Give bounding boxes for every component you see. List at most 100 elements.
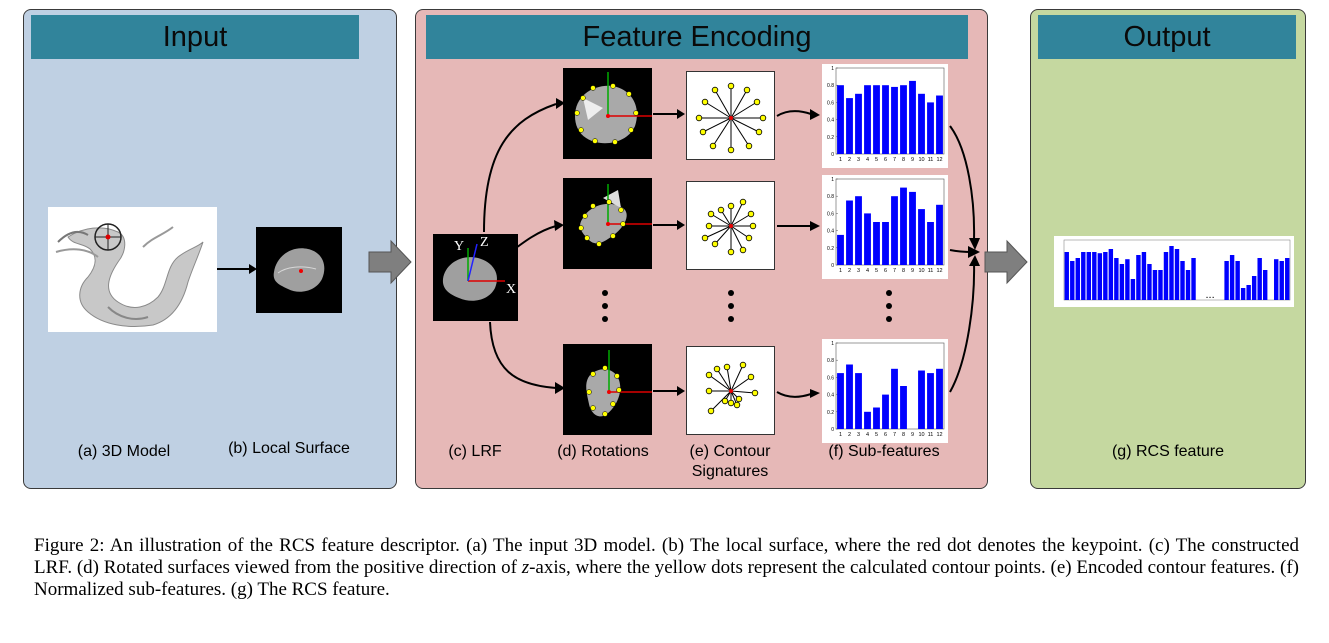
bar bbox=[1235, 261, 1240, 300]
x-tick-label: 5 bbox=[875, 157, 878, 163]
bar bbox=[846, 200, 853, 265]
bar bbox=[1075, 258, 1080, 300]
arrow-d-to-e-2 bbox=[653, 220, 685, 230]
x-tick-label: 10 bbox=[918, 432, 924, 438]
x-tick-label: 2 bbox=[848, 268, 851, 274]
x-tick-label: 10 bbox=[918, 157, 924, 163]
contour-signature-n bbox=[686, 346, 775, 435]
bar bbox=[1152, 270, 1158, 300]
arrow-e-to-f-n bbox=[776, 389, 820, 398]
bar bbox=[864, 411, 871, 429]
bar bbox=[900, 386, 907, 429]
bar bbox=[864, 213, 871, 265]
bar bbox=[882, 85, 889, 154]
bar bbox=[918, 93, 925, 154]
arrow-a-to-b bbox=[217, 264, 257, 274]
label-signatures: Signatures bbox=[691, 463, 769, 480]
bar bbox=[1114, 258, 1119, 300]
x-tick-label: 2 bbox=[848, 157, 851, 163]
y-tick-label: 0 bbox=[831, 263, 834, 269]
bar bbox=[846, 98, 853, 154]
x-tick-label: 12 bbox=[936, 157, 942, 163]
y-tick-label: 0.4 bbox=[827, 393, 834, 399]
x-tick-label: 3 bbox=[857, 268, 860, 274]
bar bbox=[837, 85, 844, 154]
local-surface-image bbox=[256, 227, 342, 313]
contours-ellipsis bbox=[728, 290, 734, 322]
y-tick-label: 0.8 bbox=[827, 358, 834, 364]
bar bbox=[900, 85, 907, 154]
bar bbox=[1147, 264, 1152, 300]
bar bbox=[1262, 270, 1268, 300]
y-tick-label: 0.2 bbox=[827, 135, 834, 141]
bar bbox=[873, 407, 880, 429]
feature-encoding-title: Feature Encoding bbox=[426, 15, 968, 59]
x-tick-label: 8 bbox=[902, 432, 905, 438]
x-tick-label: 1 bbox=[839, 432, 842, 438]
dragon-3d-model-image bbox=[48, 207, 217, 332]
label-3d-model: (a) 3D Model bbox=[77, 443, 171, 460]
bar bbox=[1169, 246, 1174, 300]
output-title: Output bbox=[1038, 15, 1296, 59]
plot-frame bbox=[835, 342, 945, 430]
contour-signature-1 bbox=[686, 71, 775, 160]
y-tick-label: 0.8 bbox=[827, 194, 834, 200]
bar bbox=[1229, 255, 1235, 300]
sub-feature-chart-n: 00.20.40.60.811 2 3 4 5 6 7 8 9 10 11 12 bbox=[822, 339, 948, 443]
x-tick-label: 8 bbox=[902, 268, 905, 274]
bar bbox=[1130, 279, 1136, 300]
lrf-branch-arrows bbox=[483, 98, 565, 394]
bar bbox=[936, 368, 943, 429]
bar bbox=[1251, 276, 1257, 300]
bar bbox=[1092, 252, 1097, 300]
x-tick-label: 6 bbox=[884, 432, 887, 438]
bar bbox=[918, 370, 925, 429]
x-tick-label: 9 bbox=[911, 432, 914, 438]
x-tick-label: 12 bbox=[936, 432, 942, 438]
bar bbox=[1279, 261, 1284, 300]
bar bbox=[1119, 264, 1125, 300]
x-tick-label: 4 bbox=[866, 268, 869, 274]
bar bbox=[891, 86, 898, 154]
rotation-image-n bbox=[563, 344, 652, 435]
y-tick-label: 0.2 bbox=[827, 246, 834, 252]
bar bbox=[837, 234, 844, 265]
bar bbox=[837, 373, 844, 429]
rcs-ellipsis: ... bbox=[1205, 289, 1214, 301]
bar bbox=[936, 95, 943, 154]
bar bbox=[1240, 288, 1246, 300]
bar bbox=[936, 204, 943, 265]
x-tick-label: 11 bbox=[928, 268, 934, 274]
label-lrf: (c) LRF bbox=[448, 443, 502, 460]
sub-feature-chart-2: 00.20.40.60.811 2 3 4 5 6 7 8 9 10 11 12 bbox=[822, 175, 948, 279]
y-tick-label: 0.6 bbox=[827, 375, 834, 381]
rcs-feature-chart: ... bbox=[1054, 236, 1294, 307]
y-tick-label: 0.2 bbox=[827, 410, 834, 416]
subfeatures-ellipsis bbox=[886, 290, 892, 322]
y-tick-label: 0 bbox=[831, 152, 834, 158]
y-tick-label: 0.6 bbox=[827, 100, 834, 106]
bar bbox=[1141, 252, 1147, 300]
x-tick-label: 7 bbox=[893, 157, 896, 163]
caption-axis: z bbox=[521, 557, 530, 578]
bar bbox=[1103, 252, 1108, 300]
converging-arrows bbox=[949, 125, 980, 393]
x-tick-label: 11 bbox=[928, 157, 934, 163]
bar bbox=[1274, 259, 1279, 300]
lrf-axis-x-label: X bbox=[506, 282, 517, 297]
bar bbox=[1136, 255, 1141, 300]
bar bbox=[891, 196, 898, 265]
bar bbox=[864, 85, 871, 154]
bar bbox=[891, 368, 898, 429]
x-tick-label: 2 bbox=[848, 432, 851, 438]
rotation-image-1 bbox=[563, 68, 652, 159]
y-tick-label: 0 bbox=[831, 427, 834, 433]
bar bbox=[882, 394, 889, 429]
bar bbox=[927, 102, 934, 154]
bar bbox=[927, 373, 934, 429]
bar bbox=[1081, 252, 1086, 300]
label-contour: (e) Contour bbox=[689, 443, 771, 460]
bar bbox=[1163, 252, 1169, 300]
x-tick-label: 1 bbox=[839, 268, 842, 274]
arrow-e-to-f-2 bbox=[777, 221, 820, 231]
